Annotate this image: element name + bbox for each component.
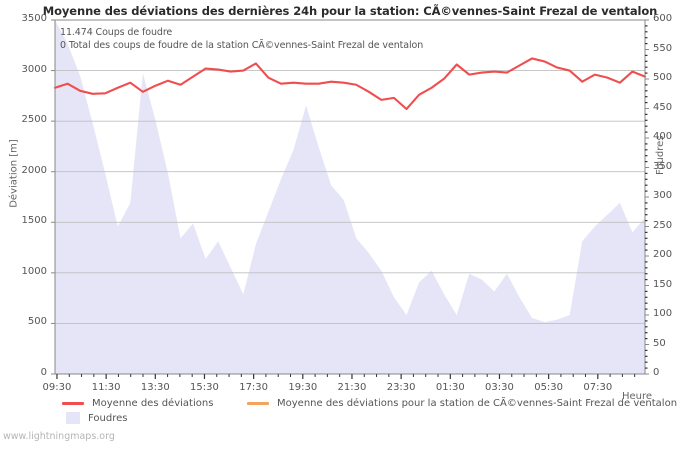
x-axis-label: Heure <box>622 391 653 402</box>
legend-label-lightning: Foudres <box>88 412 128 424</box>
y-axis-right-tick: 350 <box>653 160 673 172</box>
x-axis-tick: 17:30 <box>239 382 269 393</box>
y-axis-left-tick: 2500 <box>21 114 47 126</box>
legend-label-deviation: Moyenne des déviations <box>92 397 214 409</box>
y-axis-right-tick: 300 <box>653 190 673 201</box>
legend-item-deviation[interactable]: Moyenne des déviations <box>62 396 213 410</box>
legend-item-lightning[interactable]: Foudres <box>62 411 127 425</box>
legend-line-swatch-station <box>247 401 269 405</box>
x-axis-tick: 13:30 <box>140 382 170 393</box>
watermark-url: www.lightningmaps.org <box>3 431 115 442</box>
legend-label-station-deviation: Moyenne des déviations pour la station d… <box>277 397 678 409</box>
x-axis-tick: 03:30 <box>485 382 514 393</box>
x-axis-tick: 23:30 <box>386 382 416 393</box>
x-axis-tick: 19:30 <box>288 382 318 393</box>
legend-item-station-deviation[interactable]: Moyenne des déviations pour la station d… <box>247 396 677 410</box>
annotation-station-total: 0 Total des coups de foudre de la statio… <box>60 40 424 51</box>
x-axis-tick: 09:30 <box>42 382 72 393</box>
y-axis-right-tick: 600 <box>653 13 673 24</box>
chart-title: Moyenne des déviations des dernières 24h… <box>42 4 658 18</box>
y-axis-right-tick: 150 <box>653 278 673 290</box>
y-axis-left-tick: 3500 <box>21 13 47 24</box>
chart-legend: Moyenne des déviations Moyenne des dévia… <box>0 396 700 436</box>
y-axis-left-tick: 1500 <box>21 215 47 227</box>
y-axis-right-tick: 500 <box>653 72 673 83</box>
y-axis-right-tick: 50 <box>653 337 666 349</box>
y-axis-left-tick: 1000 <box>21 265 47 277</box>
y-axis-right-tick: 100 <box>653 308 673 319</box>
x-axis-tick: 07:30 <box>583 382 613 393</box>
y-axis-left-tick: 0 <box>40 367 47 378</box>
legend-area-swatch-lightning <box>66 412 80 424</box>
y-axis-right-tick: 400 <box>653 131 673 142</box>
legend-line-swatch-deviation <box>62 401 84 405</box>
x-axis-tick: 21:30 <box>337 382 367 393</box>
x-axis-tick: 05:30 <box>534 382 564 393</box>
y-axis-right-tick: 250 <box>653 219 673 231</box>
y-axis-right-tick: 200 <box>653 249 673 260</box>
y-axis-right-tick: 0 <box>653 367 660 378</box>
annotation-strikes-count: 11.474 Coups de foudre <box>60 27 173 38</box>
y-axis-left-tick: 2000 <box>21 164 47 176</box>
y-axis-left-tick: 3000 <box>21 63 47 75</box>
y-axis-left-tick: 500 <box>27 316 47 328</box>
y-axis-right-tick: 550 <box>653 42 673 54</box>
x-axis-tick: 01:30 <box>435 382 465 393</box>
x-axis-tick: 11:30 <box>91 382 121 393</box>
y-axis-right-tick: 450 <box>653 101 673 113</box>
x-axis-tick: 15:30 <box>190 382 219 393</box>
